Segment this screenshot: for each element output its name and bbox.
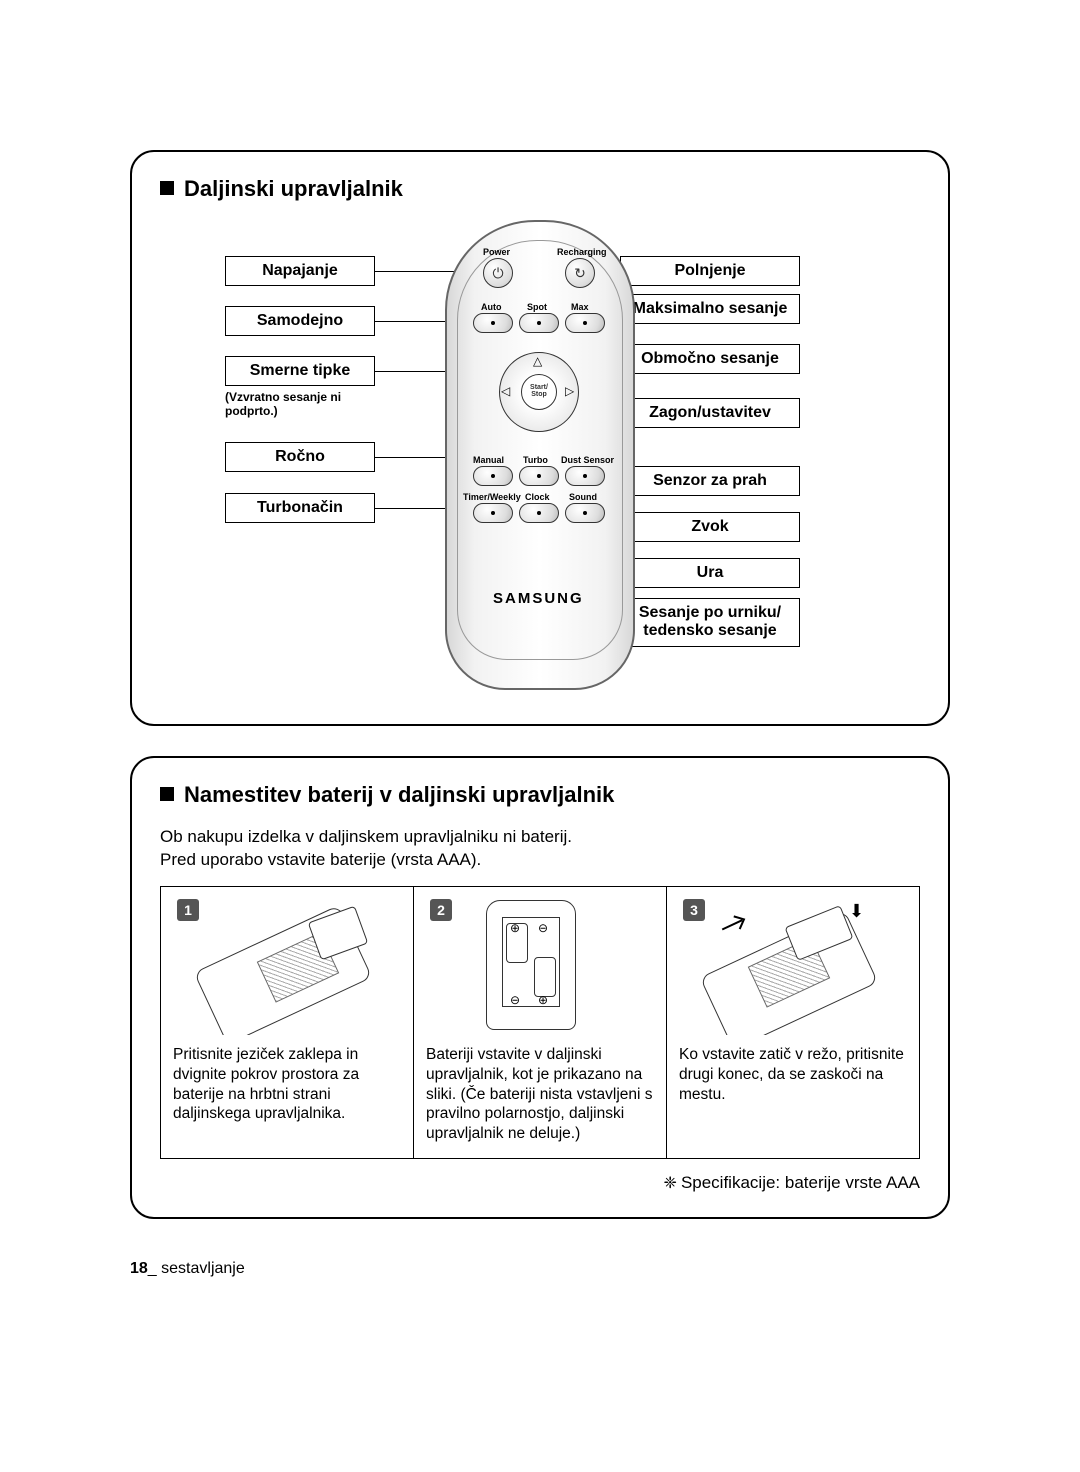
- btn-clock[interactable]: [519, 503, 559, 523]
- label-recharging: Polnjenje: [620, 256, 800, 286]
- label-sound: Zvok: [620, 512, 800, 542]
- label-directional-note: (Vzvratno sesanje ni podprto.): [225, 390, 395, 418]
- page-footer: 18_ sestavljanje: [130, 1260, 245, 1278]
- btn-startstop[interactable]: Start/ Stop: [521, 374, 557, 410]
- btn-dustsensor[interactable]: [565, 466, 605, 486]
- label-turbo: Turbonačin: [225, 493, 375, 523]
- btn-recharging[interactable]: ↻: [565, 258, 595, 288]
- label-startstop: Zagon/ustavitev: [620, 398, 800, 428]
- step-1: 1 Pritisnite jeziček zaklepa in dvignite…: [161, 887, 414, 1158]
- remote-label-power: Power: [483, 247, 510, 257]
- label-power: Napajanje: [225, 256, 375, 286]
- label-timer: Sesanje po urniku/ tedensko sesanje: [620, 598, 800, 647]
- btn-spot[interactable]: [519, 313, 559, 333]
- btn-sound[interactable]: [565, 503, 605, 523]
- label-max: Maksimalno sesanje: [620, 294, 800, 324]
- remote-label-max: Max: [571, 302, 589, 312]
- btn-timer[interactable]: [473, 503, 513, 523]
- label-auto: Samodejno: [225, 306, 375, 336]
- steps-container: 1 Pritisnite jeziček zaklepa in dvignite…: [160, 886, 920, 1159]
- step2-text: Bateriji vstavite v daljinski upravljaln…: [426, 1045, 654, 1144]
- label-directional: Smerne tipke: [225, 356, 375, 386]
- arrow-right-icon: ▷: [565, 384, 574, 398]
- btn-turbo[interactable]: [519, 466, 559, 486]
- label-clock: Ura: [620, 558, 800, 588]
- snowflake-icon: ❈: [664, 1173, 677, 1193]
- remote-label-dustsensor: Dust Sensor: [561, 455, 614, 465]
- panel2-title: Namestitev baterij v daljinski upravljal…: [160, 782, 920, 808]
- step3-image: 3 ⬇: [679, 895, 907, 1035]
- btn-power[interactable]: ⏻: [483, 258, 513, 288]
- remote-label-spot: Spot: [527, 302, 547, 312]
- step2-image: 2 ⊕ ⊖ ⊖ ⊕: [426, 895, 654, 1035]
- panel-remote: Daljinski upravljalnik Napajanje Samodej…: [130, 150, 950, 726]
- label-manual: Ročno: [225, 442, 375, 472]
- remote-control: Power Recharging ⏻ ↻ .rbtn.round{font-si…: [445, 220, 635, 690]
- samsung-logo: SAMSUNG: [493, 590, 584, 607]
- remote-diagram: Napajanje Samodejno Smerne tipke (Vzvrat…: [160, 220, 920, 700]
- step1-text: Pritisnite jeziček zaklepa in dvignite p…: [173, 1045, 401, 1124]
- btn-manual[interactable]: [473, 466, 513, 486]
- panel1-title-text: Daljinski upravljalnik: [184, 176, 403, 201]
- spec-note: ❈Specifikacije: baterije vrste AAA: [160, 1173, 920, 1193]
- remote-label-manual: Manual: [473, 455, 504, 465]
- panel2-title-text: Namestitev baterij v daljinski upravljal…: [184, 782, 614, 807]
- step1-image: 1: [173, 895, 401, 1035]
- btn-auto[interactable]: [473, 313, 513, 333]
- arrow-left-icon: ◁: [501, 384, 510, 398]
- label-dustsensor: Senzor za prah: [620, 466, 800, 496]
- remote-label-clock: Clock: [525, 492, 550, 502]
- panel2-intro: Ob nakupu izdelka v daljinskem upravljal…: [160, 826, 920, 872]
- panel-battery: Namestitev baterij v daljinski upravljal…: [130, 756, 950, 1219]
- step-3: 3 ⬇ Ko vstavite zatič v režo, pritisnite…: [667, 887, 919, 1158]
- panel1-title: Daljinski upravljalnik: [160, 176, 920, 202]
- btn-max[interactable]: [565, 313, 605, 333]
- step-2: 2 ⊕ ⊖ ⊖ ⊕ Bateriji vstavite v daljinski …: [414, 887, 667, 1158]
- remote-label-auto: Auto: [481, 302, 502, 312]
- step3-text: Ko vstavite zatič v režo, pritisnite dru…: [679, 1045, 907, 1104]
- step2-number: 2: [430, 899, 452, 921]
- remote-label-recharging: Recharging: [557, 247, 607, 257]
- remote-label-sound: Sound: [569, 492, 597, 502]
- arrow-up-icon: △: [533, 354, 542, 368]
- step3-number: 3: [683, 899, 705, 921]
- label-spot: Območno sesanje: [620, 344, 800, 374]
- remote-label-timer: Timer/Weekly: [463, 492, 521, 502]
- step1-number: 1: [177, 899, 199, 921]
- remote-label-turbo: Turbo: [523, 455, 548, 465]
